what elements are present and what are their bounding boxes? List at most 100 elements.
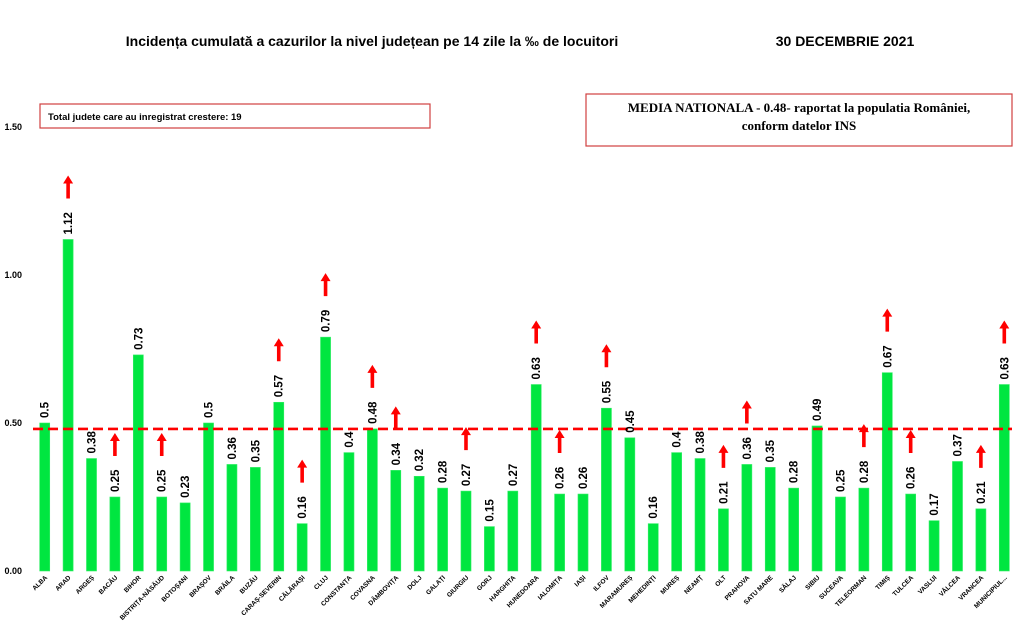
x-tick-label: TIMIȘ	[874, 574, 892, 592]
bar	[671, 452, 682, 572]
increase-arrow-icon	[390, 406, 401, 430]
x-tick-label: BUZĂU	[237, 573, 260, 596]
bar	[343, 452, 355, 572]
y-tick-label: 0.00	[4, 566, 22, 576]
bar	[530, 384, 542, 572]
increase-arrow-icon	[531, 320, 542, 344]
bar	[250, 467, 261, 572]
value-label: 0.23	[180, 476, 192, 498]
value-label: 0.4	[344, 431, 356, 448]
value-label: 0.4	[672, 431, 684, 448]
value-label: 0.37	[952, 434, 964, 456]
bar	[811, 425, 823, 572]
value-label: 0.73	[133, 328, 145, 350]
national-average-box	[585, 93, 1013, 147]
increase-count-box	[39, 103, 431, 129]
value-label: 0.25	[157, 469, 169, 492]
x-tick-label: ILFOV	[592, 574, 611, 593]
value-label: 0.17	[929, 493, 941, 515]
value-label: 0.57	[274, 375, 286, 397]
bar	[437, 487, 448, 572]
value-label: 0.26	[555, 467, 567, 489]
increase-arrow-icon	[882, 308, 893, 332]
bar	[296, 523, 308, 572]
value-label: 0.21	[976, 481, 988, 504]
value-label: 0.67	[882, 345, 894, 367]
y-tick-label: 0.50	[4, 418, 22, 428]
value-label: 0.48	[367, 401, 379, 424]
x-tick-label: GIURGIU	[446, 574, 471, 599]
x-tick-label: GALAȚI	[425, 574, 447, 596]
increase-arrow-icon	[273, 338, 284, 362]
bar	[858, 487, 870, 572]
y-tick-label: 1.50	[4, 122, 22, 132]
bar	[226, 464, 238, 572]
x-tick-label: SIBIU	[804, 574, 821, 591]
value-label: 0.16	[297, 496, 309, 518]
value-label: 0.27	[508, 464, 520, 486]
increase-arrow-icon	[156, 433, 167, 456]
bar	[881, 372, 893, 572]
value-label: 0.63	[531, 357, 543, 379]
value-label: 0.38	[87, 431, 99, 454]
value-label: 0.38	[695, 431, 707, 454]
bar	[273, 401, 285, 572]
bar	[109, 496, 121, 572]
bar	[320, 336, 331, 572]
value-label: 0.26	[578, 467, 590, 489]
value-label: 0.28	[438, 460, 450, 483]
bar	[998, 384, 1010, 572]
bar	[460, 490, 472, 572]
bar	[507, 490, 519, 572]
value-label: 0.63	[999, 357, 1011, 379]
chart-date: 30 DECEMBRIE 2021	[776, 33, 915, 49]
value-label: 0.26	[906, 467, 918, 489]
x-tick-label: CARAȘ-SEVERIN	[240, 574, 283, 617]
increase-arrow-icon	[601, 344, 612, 368]
bar	[390, 470, 402, 572]
bar	[975, 508, 987, 572]
increase-arrow-icon	[297, 459, 308, 483]
value-label: 0.21	[718, 481, 730, 504]
bar	[413, 475, 425, 572]
value-label: 0.25	[835, 469, 847, 492]
bar	[367, 428, 378, 572]
x-tick-label: ARAD	[54, 574, 72, 592]
x-tick-label: IAȘI	[574, 574, 588, 588]
value-label: 0.28	[859, 460, 871, 483]
increase-arrow-icon	[320, 273, 331, 297]
bar	[788, 487, 799, 572]
increase-arrows	[63, 175, 1010, 483]
chart-title: Incidența cumulată a cazurilor la nivel …	[126, 33, 618, 49]
bar	[624, 437, 636, 572]
bar	[39, 422, 51, 572]
value-label: 0.36	[227, 437, 239, 459]
bar	[601, 407, 612, 572]
increase-arrow-icon	[718, 444, 729, 468]
bar	[647, 523, 659, 572]
increase-arrow-icon	[460, 427, 471, 451]
increase-count-text: Total judete care au inregistrat crester…	[48, 112, 242, 123]
x-tick-label: SĂLAJ	[777, 573, 799, 595]
increase-arrow-icon	[63, 175, 74, 199]
increase-arrow-icon	[109, 433, 120, 456]
increase-arrow-icon	[741, 400, 752, 424]
increase-arrow-icon	[367, 364, 378, 388]
bar	[741, 464, 753, 572]
value-label: 0.35	[765, 439, 777, 462]
x-tick-label: BIHOR	[123, 574, 143, 594]
y-tick-label: 1.00	[4, 270, 22, 280]
value-label: 0.36	[742, 437, 754, 459]
value-label: 0.15	[484, 499, 496, 522]
value-label: 0.35	[250, 439, 262, 462]
x-tick-label: IALOMIȚA	[537, 574, 564, 601]
bar	[577, 493, 589, 572]
value-label: 0.32	[414, 449, 426, 471]
value-label: 0.28	[789, 460, 801, 483]
x-tick-label: CLUJ	[313, 574, 330, 591]
national-average-line-1: MEDIA NATIONALA - 0.48- raportat la popu…	[628, 100, 970, 115]
value-label: 0.34	[391, 442, 403, 465]
bar	[905, 493, 917, 572]
